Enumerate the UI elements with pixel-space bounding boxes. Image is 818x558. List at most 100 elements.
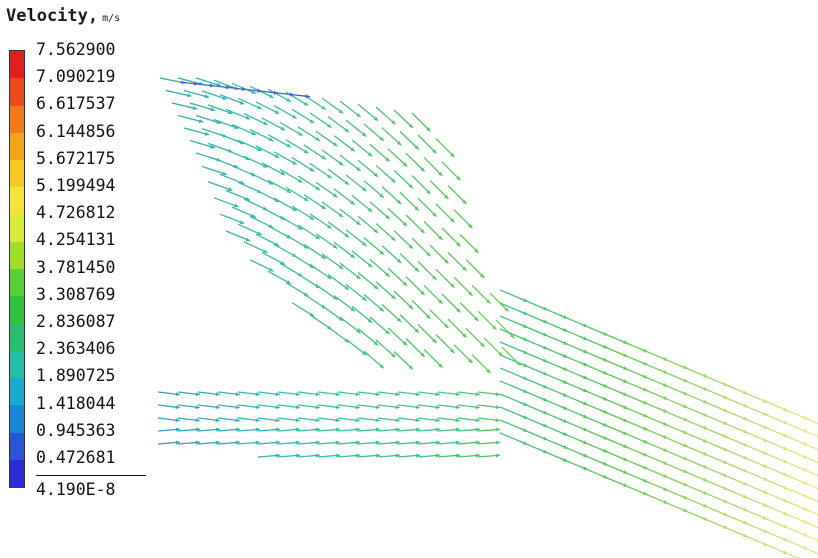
velocity-arrowhead <box>486 368 491 374</box>
velocity-arrowhead <box>245 115 250 120</box>
velocity-arrowhead <box>257 147 262 152</box>
velocity-arrow <box>171 102 198 110</box>
velocity-arrow <box>357 159 379 178</box>
velocity-arrowhead <box>414 206 419 211</box>
velocity-arrowhead <box>362 296 367 301</box>
velocity-arrowhead <box>315 392 320 397</box>
velocity-arrowhead <box>391 178 396 183</box>
velocity-arrowhead <box>402 162 407 167</box>
velocity-arrow <box>399 191 420 211</box>
velocity-arrowhead <box>362 241 367 246</box>
velocity-arrowhead <box>225 85 230 90</box>
velocity-arrow <box>351 194 373 213</box>
velocity-arrowhead <box>251 214 256 218</box>
velocity-arrowhead <box>335 440 340 445</box>
velocity-arrow <box>447 185 467 205</box>
velocity-arrowhead <box>396 141 402 146</box>
velocity-arrowhead <box>362 132 367 137</box>
velocity-arrowhead <box>462 266 467 271</box>
velocity-arrowhead <box>462 199 467 204</box>
velocity-arrow <box>255 101 280 115</box>
velocity-arrowhead <box>255 405 260 410</box>
velocity-arrowhead <box>257 231 262 235</box>
velocity-arrowhead <box>245 237 250 242</box>
velocity-arrowhead <box>435 392 440 397</box>
velocity-arrowhead <box>426 127 431 132</box>
velocity-arrowhead <box>332 142 338 147</box>
velocity-arrowhead <box>321 254 326 259</box>
velocity-arrowhead <box>268 180 274 185</box>
velocity-arrow <box>183 127 210 136</box>
velocity-arrow <box>255 189 280 203</box>
velocity-arrowhead <box>415 392 420 397</box>
velocity-arrowhead <box>415 405 420 410</box>
velocity-arrowhead <box>495 440 500 445</box>
velocity-arrowhead <box>289 92 294 97</box>
velocity-arrowhead <box>355 418 360 423</box>
velocity-arrow <box>495 319 515 339</box>
velocity-arrowhead <box>426 314 431 319</box>
velocity-arrowhead <box>474 248 479 253</box>
velocity-arrowhead <box>391 353 396 358</box>
velocity-arrow <box>201 165 227 176</box>
velocity-arrow <box>243 241 268 254</box>
velocity-arrowhead <box>235 405 240 410</box>
velocity-arrowhead <box>475 453 480 458</box>
velocity-arrow <box>315 181 338 198</box>
velocity-arrowhead <box>450 283 455 288</box>
velocity-arrow <box>799 454 818 464</box>
velocity-arrow <box>213 197 239 208</box>
velocity-arrow <box>309 314 332 330</box>
velocity-arrowhead <box>420 167 425 172</box>
colorbar-segment <box>10 214 24 243</box>
colorbar-segment <box>10 132 24 161</box>
velocity-arrow <box>369 259 391 278</box>
velocity-arrowhead <box>475 405 480 410</box>
velocity-arrow <box>267 134 292 148</box>
velocity-arrowhead <box>492 325 497 330</box>
velocity-arrowhead <box>395 453 400 458</box>
velocity-arrowhead <box>468 291 473 296</box>
velocity-arrowhead <box>355 405 360 410</box>
velocity-arrowhead <box>292 207 297 211</box>
velocity-arrowhead <box>462 333 467 338</box>
velocity-arrow <box>399 314 420 334</box>
velocity-arrowhead <box>362 351 367 356</box>
velocity-arrow <box>381 245 402 264</box>
velocity-arrow <box>333 135 356 152</box>
velocity-arrowhead <box>355 453 360 458</box>
velocity-arrowhead <box>435 405 440 410</box>
velocity-arrow <box>177 114 204 123</box>
velocity-arrow <box>423 284 443 305</box>
velocity-arrow <box>309 112 332 129</box>
colorbar-tick-label: 0.472681 <box>36 448 116 467</box>
velocity-arrowhead <box>295 453 300 458</box>
colorbar-tick-label: 6.617537 <box>36 94 116 114</box>
velocity-arrowhead <box>435 440 440 445</box>
velocity-arrow <box>381 304 402 323</box>
velocity-arrow <box>423 348 443 369</box>
velocity-arrow <box>339 100 361 118</box>
velocity-arrowhead <box>303 197 309 201</box>
velocity-arrow <box>375 164 396 184</box>
velocity-arrow <box>447 318 467 338</box>
velocity-arrowhead <box>356 221 361 225</box>
velocity-arrowhead <box>298 225 303 230</box>
velocity-arrowhead <box>216 82 221 87</box>
velocity-arrowhead <box>175 418 180 423</box>
velocity-arrow <box>255 233 280 247</box>
velocity-arrowhead <box>426 252 431 257</box>
velocity-arrowhead <box>175 392 180 397</box>
velocity-arrowhead <box>395 418 400 423</box>
velocity-arrowhead <box>255 440 260 445</box>
velocity-arrow <box>399 130 420 150</box>
velocity-arrowhead <box>315 453 320 458</box>
velocity-arrowhead <box>495 427 500 432</box>
colorbar-segment <box>10 405 24 433</box>
velocity-arrowhead <box>321 155 326 160</box>
colorbar-tick-label: 1.418044 <box>36 393 116 413</box>
velocity-arrowhead <box>210 107 215 112</box>
velocity-arrow <box>189 139 216 149</box>
velocity-arrowhead <box>198 119 204 123</box>
